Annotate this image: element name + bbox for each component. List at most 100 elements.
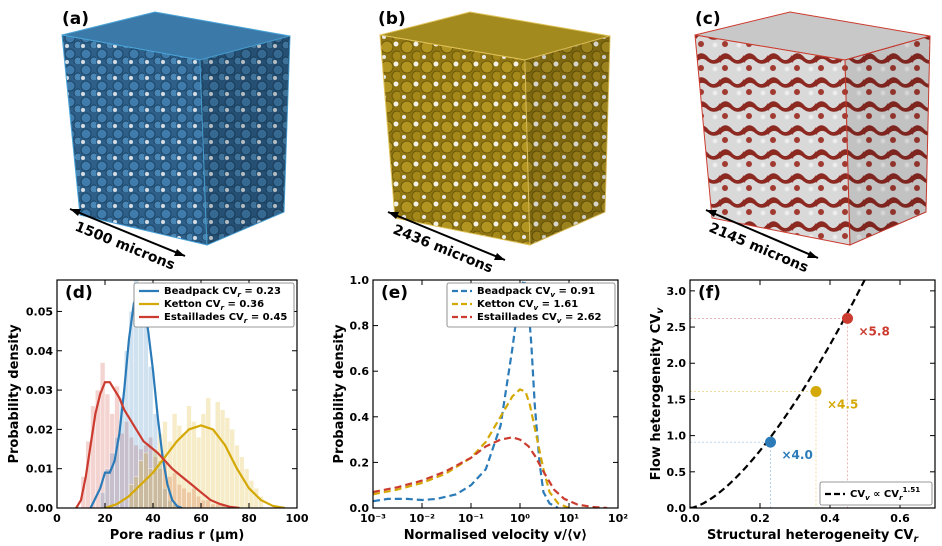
y-tick-label: 0.01: [26, 463, 53, 476]
series-line-2: [373, 388, 570, 508]
y-axis-label-d: Probability density: [7, 324, 22, 464]
cube-a-side: [199, 35, 291, 246]
x-tick-label: 80: [241, 512, 257, 525]
fit-curve: [690, 280, 866, 508]
cube-b-front: [379, 34, 531, 246]
chart-f: ×4.0 ×4.5 ×5.8 0.0 0.2 0.4 0.6 0.0 0.5 1.0 1.5 2.0 2…: [649, 279, 936, 545]
x-tick-label: 10⁻³: [360, 512, 386, 525]
histogram-bar: [191, 421, 197, 508]
x-tick-label: 0.4: [820, 512, 840, 525]
x-axis-label-e: Normalised velocity v/⟨v⟩: [404, 528, 587, 543]
x-tick-label: 60: [193, 512, 209, 525]
point-annotation-1: ×4.0: [782, 448, 813, 462]
legend-box-e: [446, 282, 616, 328]
y-tick-label: 2.0: [667, 357, 687, 370]
x-axis-label-f: Structural heterogeneity CVr​: [707, 528, 920, 545]
y-tick-label: 0.2: [350, 456, 370, 469]
panel-letter-e: (e): [381, 283, 408, 303]
chart-e: 10⁻³ 10⁻² 10⁻¹ 10⁰ 10¹ 10² 0.0 0.2 0.4 0.6 0.8 1.0 N…: [332, 274, 628, 543]
x-tick-label: 0.0: [680, 512, 700, 525]
cube-c-side: [844, 35, 931, 246]
plot-area-d: [75, 280, 286, 508]
y-tick-label: 3.0: [667, 285, 687, 298]
x-tick-label: 40: [145, 512, 161, 525]
histogram-bar: [239, 456, 245, 508]
panel-c: (c) 2145 microns: [694, 9, 931, 276]
histogram-bar: [248, 480, 254, 508]
histogram-bar: [181, 433, 187, 508]
x-tick-label: 0: [53, 512, 61, 525]
x-tick-label: 10⁻¹: [458, 512, 484, 525]
cube-c-front: [694, 34, 851, 246]
histogram-bar: [195, 437, 202, 508]
legend-entry-1: Beadpack CVv​ = 0.91: [477, 286, 595, 299]
x-axis-label-d: Pore radius r (μm): [110, 528, 245, 543]
y-axis-label-e: Probability density: [332, 324, 347, 464]
histogram-bar: [219, 409, 226, 508]
panel-letter-c: (c): [695, 9, 721, 29]
y-tick-label: 0.05: [26, 305, 53, 318]
panel-letter-d: (d): [65, 283, 93, 303]
legend-box-d: [133, 282, 295, 328]
histogram-bar: [229, 429, 235, 508]
x-tick-label: 10²: [608, 512, 628, 525]
legend-entry-3: Estaillades CVv​ = 2.62: [477, 312, 602, 325]
legend-entry-1: Beadpack CVr​ = 0.23: [164, 286, 281, 299]
series-line-2: [104, 424, 286, 508]
y-tick-label: 1.0: [667, 430, 687, 443]
cube-a-front: [61, 34, 208, 246]
histogram-bar: [99, 492, 106, 508]
y-tick-label: 0.6: [350, 365, 370, 378]
y-tick-label: 0.02: [26, 423, 53, 436]
panel-letter-f: (f): [698, 283, 721, 303]
y-tick-label: 1.5: [667, 393, 687, 406]
histogram-bar: [215, 401, 221, 508]
series-line-3: [373, 436, 608, 508]
panel-b: (b) 2436 microns: [378, 9, 611, 277]
plot-frame-d: [56, 279, 298, 509]
plot-area-f: [690, 280, 866, 508]
y-tick-label: 2.5: [667, 321, 687, 334]
legend-entry-2: Ketton CVv​ = 1.61: [477, 299, 578, 312]
legend-entry-2: Ketton CVr​ = 0.36: [164, 299, 264, 312]
chart-d: 0 20 40 60 80 100 0.00 0.01 0.02 0.03 0.04 0.05 Pore…: [7, 279, 309, 543]
histogram-bar: [210, 429, 216, 508]
point-annotation-2: ×4.5: [827, 397, 858, 411]
y-axis-label-f: Flow heterogeneity CVv​: [649, 307, 666, 481]
y-tick-label: 0.00: [26, 502, 53, 515]
x-tick-label: 20: [97, 512, 113, 525]
y-tick-label: 0.0: [350, 502, 370, 515]
plot-frame-f: [689, 279, 936, 509]
x-tick-label: 0.2: [750, 512, 770, 525]
histogram-bar: [205, 397, 211, 508]
x-tick-label: 10¹: [559, 512, 579, 525]
y-tick-label: 0.5: [667, 466, 687, 479]
x-tick-label: 100: [286, 512, 309, 525]
plot-area-e: [373, 280, 608, 508]
legend-entry-fit: CVv​ ∝ CVr1.51​: [850, 485, 920, 502]
x-tick-label: 10⁰: [510, 512, 530, 525]
y-tick-label: 0.8: [350, 320, 370, 333]
y-tick-label: 0.4: [350, 411, 370, 424]
scale-arrow-b: [387, 211, 506, 261]
data-point-2: [810, 385, 822, 397]
histogram-bar: [234, 444, 240, 508]
plot-frame-e: [372, 279, 619, 509]
histogram-bar: [186, 405, 192, 508]
data-point-1: [765, 436, 776, 448]
x-tick-label: 0.6: [890, 512, 910, 525]
x-tick-label: 10⁻²: [409, 512, 435, 525]
histogram-bar: [171, 413, 178, 508]
legend-entry-3: Estaillades CVr​ = 0.45: [164, 312, 287, 325]
cube-b-side: [524, 35, 611, 246]
panel-a: (a) 1500 microns: [61, 9, 291, 274]
y-tick-label: 0.0: [667, 502, 687, 515]
legend-box-f: [819, 481, 933, 506]
scale-arrow-a: [69, 208, 186, 257]
panel-letter-a: (a): [62, 9, 89, 29]
panel-letter-b: (b): [378, 9, 406, 29]
scale-arrow-c: [705, 209, 819, 259]
histogram-bar: [152, 448, 159, 508]
y-tick-label: 0.04: [26, 345, 53, 358]
